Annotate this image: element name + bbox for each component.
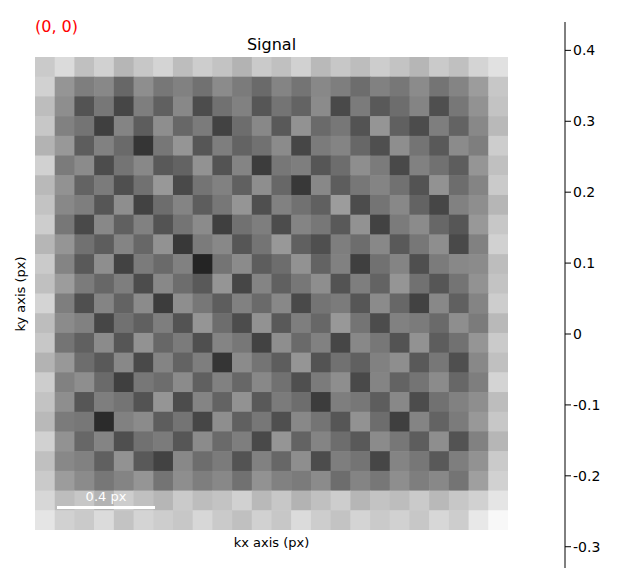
html-text:kx axis (px): kx axis (px) xyxy=(233,535,310,550)
svg-text:0: 0 xyxy=(573,326,582,342)
html-text:(0, 0): (0, 0) xyxy=(35,17,78,36)
svg-text:0.2: 0.2 xyxy=(573,184,595,200)
html-text:ky axis (px): ky axis (px) xyxy=(12,255,28,332)
svg-text:0.4: 0.4 xyxy=(573,42,595,58)
svg-text:-0.2: -0.2 xyxy=(573,468,600,484)
html-text:Signal: Signal xyxy=(246,35,297,54)
svg-text:-0.1: -0.1 xyxy=(573,397,600,413)
html-text:0.4 px: 0.4 px xyxy=(85,489,127,504)
svg-text:0.1: 0.1 xyxy=(573,255,595,271)
svg-text:-0.3: -0.3 xyxy=(573,539,600,555)
svg-text:0.3: 0.3 xyxy=(573,113,595,129)
